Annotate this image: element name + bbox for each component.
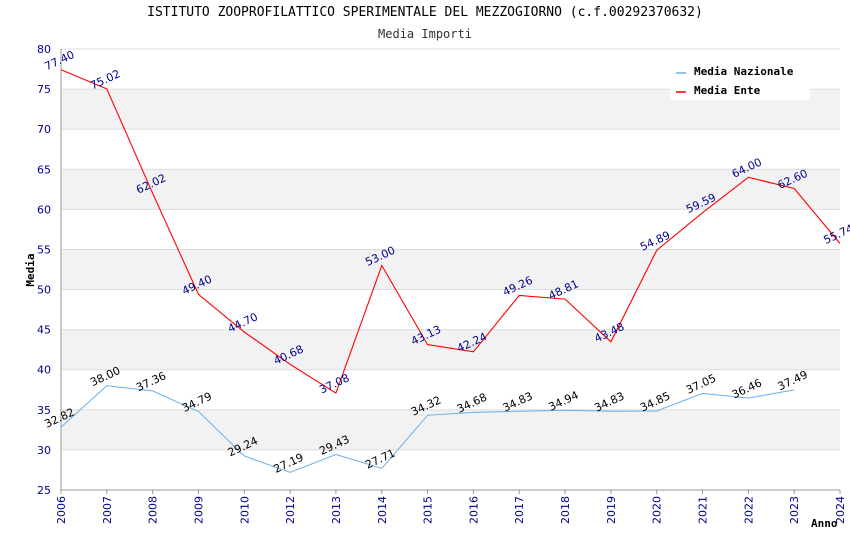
legend-label-nazionale: Media Nazionale bbox=[694, 65, 794, 78]
data-label-nazionale: 37.49 bbox=[776, 368, 810, 393]
x-tick-label: 2015 bbox=[422, 496, 435, 524]
x-tick-label: 2016 bbox=[467, 496, 480, 524]
x-tick-label: 2017 bbox=[513, 496, 526, 524]
data-label-nazionale: 37.05 bbox=[684, 372, 718, 397]
y-tick-label: 45 bbox=[37, 324, 51, 337]
x-tick-label: 2023 bbox=[788, 496, 801, 524]
y-tick-label: 35 bbox=[37, 404, 51, 417]
chart-title: ISTITUTO ZOOPROFILATTICO SPERIMENTALE DE… bbox=[147, 5, 703, 20]
chart-subtitle: Media Importi bbox=[378, 27, 472, 41]
legend: Media Nazionale Media Ente bbox=[670, 58, 810, 100]
x-tick-label: 2010 bbox=[238, 496, 251, 524]
y-tick-label: 25 bbox=[37, 484, 51, 497]
x-tick-labels: 2006 2007 2008 2009 2010 2012 2013 2014 2015 2016… bbox=[55, 496, 847, 524]
x-tick-label: 2006 bbox=[55, 496, 68, 524]
grid-band bbox=[61, 169, 840, 210]
grid-band bbox=[61, 409, 840, 450]
y-tick-label: 50 bbox=[37, 284, 51, 297]
series-line-ente bbox=[60, 69, 841, 394]
y-tick-label: 30 bbox=[37, 444, 51, 457]
y-tick-label: 65 bbox=[37, 163, 51, 176]
y-tick-label: 55 bbox=[37, 243, 51, 256]
x-tick-label: 2019 bbox=[605, 496, 618, 524]
x-tick-label: 2020 bbox=[651, 496, 664, 524]
grid-band bbox=[61, 249, 840, 290]
legend-box bbox=[670, 58, 810, 100]
legend-label-ente: Media Ente bbox=[694, 84, 761, 97]
y-tick-label: 75 bbox=[37, 83, 51, 96]
series-lines bbox=[60, 69, 841, 473]
grid-lines bbox=[61, 48, 840, 491]
axes bbox=[60, 49, 841, 494]
y-tick-label: 70 bbox=[37, 123, 51, 136]
x-tick-label: 2014 bbox=[376, 496, 389, 524]
x-tick-label: 2009 bbox=[192, 496, 205, 524]
grid-band bbox=[61, 329, 840, 370]
y-tick-label: 60 bbox=[37, 203, 51, 216]
y-tick-labels: 25 30 35 40 45 50 55 60 65 70 75 80 bbox=[37, 43, 51, 497]
series-line-nazionale bbox=[60, 385, 795, 473]
x-tick-label: 2022 bbox=[742, 496, 755, 524]
x-tick-label: 2018 bbox=[559, 496, 572, 524]
x-tick-label: 2013 bbox=[330, 496, 343, 524]
y-tick-label: 80 bbox=[37, 43, 51, 56]
x-axis-title: Anno bbox=[811, 517, 838, 530]
x-tick-label: 2007 bbox=[101, 496, 114, 524]
x-tick-label: 2008 bbox=[147, 496, 160, 524]
x-tick-label: 2012 bbox=[284, 496, 297, 524]
x-tick-label: 2024 bbox=[834, 496, 847, 524]
y-tick-label: 40 bbox=[37, 364, 51, 377]
y-axis-title: Media bbox=[24, 253, 37, 286]
x-tick-label: 2021 bbox=[697, 496, 710, 524]
